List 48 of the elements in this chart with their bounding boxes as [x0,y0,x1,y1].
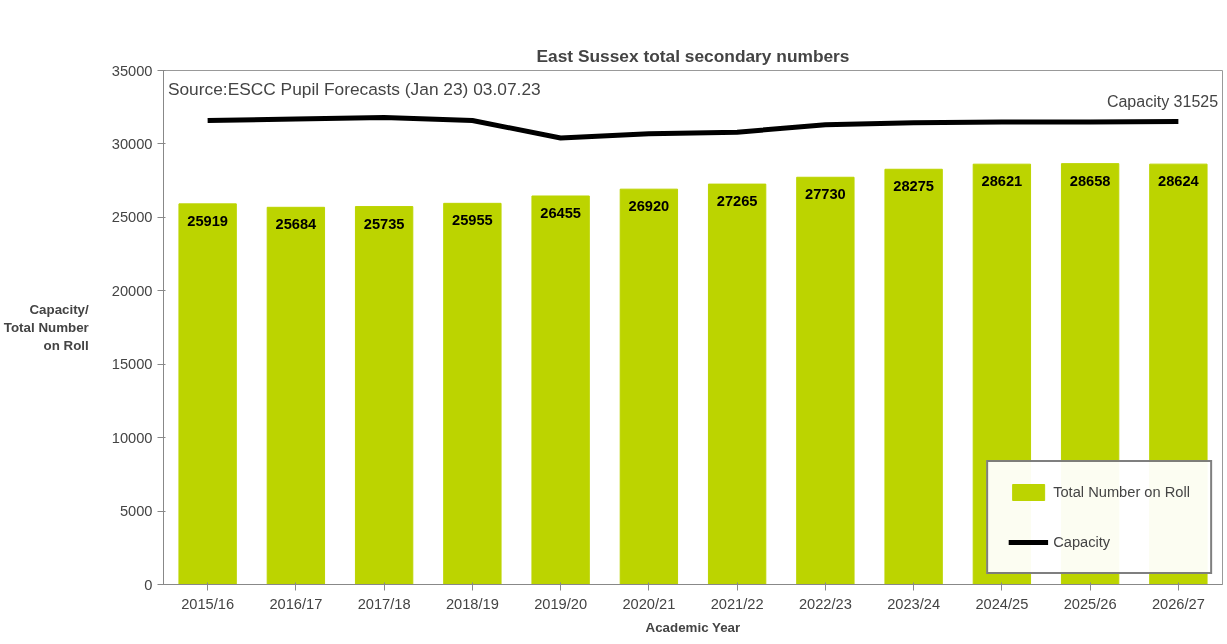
x-axis-title: Academic Year [645,619,741,635]
x-tick-label: 2019/20 [534,595,588,612]
bar [443,202,502,585]
x-tick-label: 2025/26 [1063,595,1117,612]
chart-title: East Sussex total secondary numbers [536,45,850,66]
bar [884,168,943,585]
data-label: 26455 [540,204,582,221]
y-tick-label: 20000 [111,282,153,299]
data-label: 27730 [805,186,846,203]
bar [266,206,326,585]
y-tick-label: 15000 [111,356,153,373]
bar [796,176,855,585]
y-tick-label: 0 [144,576,153,593]
y-tick-label: 30000 [111,135,153,152]
x-tick-label: 2015/16 [181,595,235,612]
y-tick-label: 25000 [111,209,153,226]
x-tick-label: 2016/17 [269,595,323,612]
bar [178,203,237,585]
legend-label: Total Number on Roll [1053,484,1190,500]
x-tick-label: 2024/25 [975,595,1029,612]
data-label: 28658 [1069,172,1111,189]
x-tick-label: 2022/23 [798,595,852,612]
bar [354,206,414,585]
data-label: 25955 [452,212,493,229]
x-tick-label: 2023/24 [887,595,941,612]
bar [707,183,767,585]
data-label: 26920 [628,198,670,215]
data-label: 28275 [893,178,935,195]
y-tick-label: 5000 [119,503,153,520]
y-axis-title: Capacity/ Total Number on Roll [3,302,90,353]
bar [531,195,590,585]
legend-label: Capacity [1053,534,1111,550]
x-tick-label: 2018/19 [445,595,499,612]
x-tick-label: 2026/27 [1151,595,1205,612]
data-label: 28621 [981,173,1023,190]
x-tick-label: 2021/22 [710,595,764,612]
data-label: 25919 [187,212,229,229]
y-tick-label: 35000 [111,62,153,79]
annotation: Capacity 31525 [1106,92,1219,110]
data-label: 28624 [1158,173,1200,190]
x-tick-label: 2017/18 [357,595,411,612]
data-label: 25735 [363,215,405,232]
bar [619,188,679,585]
y-tick-label: 10000 [111,429,153,446]
data-label: 27265 [716,193,758,210]
x-tick-label: 2020/21 [622,595,676,612]
data-label: 25684 [275,216,318,233]
annotation: Source:ESCC Pupil Forecasts (Jan 23) 03.07.23 [167,78,541,99]
